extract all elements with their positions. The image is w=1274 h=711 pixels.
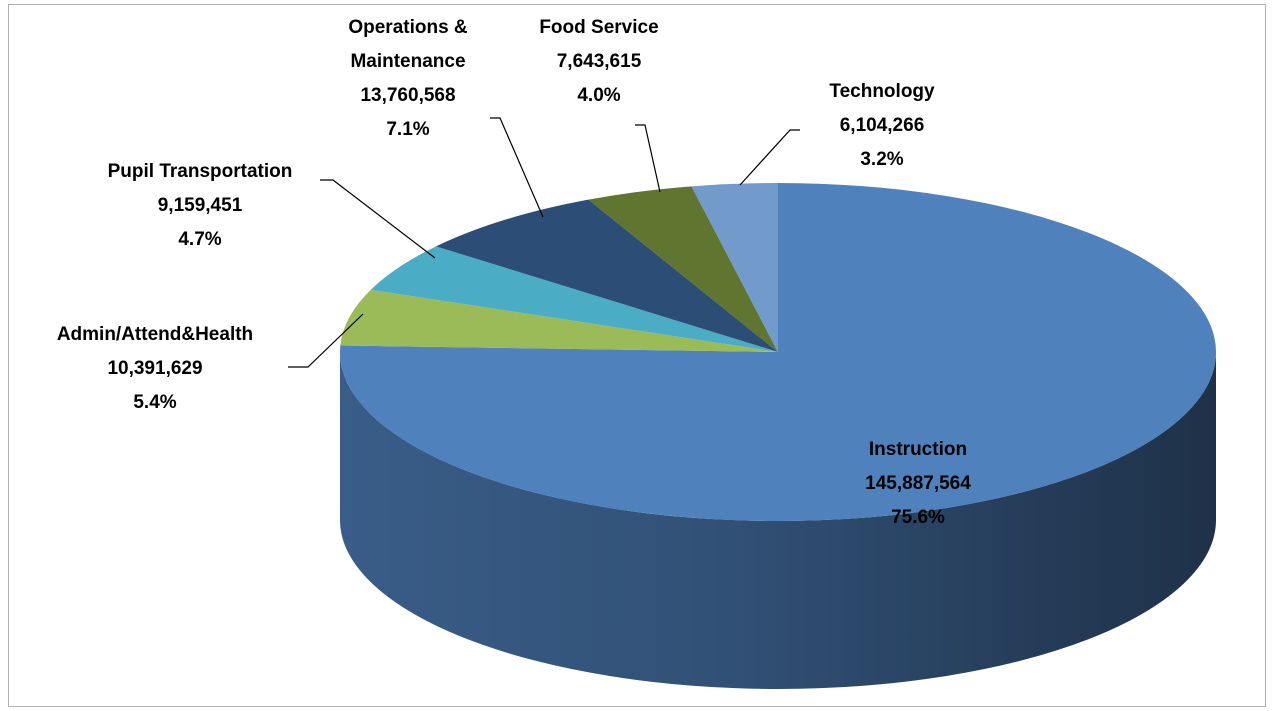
- value-label: 6,104,266: [840, 115, 925, 136]
- leader-line: [635, 124, 661, 193]
- pie-wall: [340, 352, 1216, 689]
- category-label: Operations & Maintenance: [348, 17, 468, 72]
- pie-slice: [691, 183, 778, 352]
- value-label: 9,159,451: [158, 195, 243, 216]
- category-label: Admin/Attend&Health: [57, 324, 253, 345]
- percent-label: 5.4%: [133, 392, 176, 413]
- value-label: 10,391,629: [107, 358, 202, 379]
- category-label: Food Service: [539, 17, 658, 38]
- percent-label: 3.2%: [860, 149, 903, 170]
- percent-label: 7.1%: [386, 119, 429, 140]
- pie-slice: [436, 199, 778, 352]
- category-label: Technology: [829, 81, 935, 102]
- pie-slice: [339, 183, 1216, 521]
- pie-slice: [340, 289, 778, 352]
- leader-line: [739, 129, 800, 186]
- value-label: 145,887,564: [865, 473, 971, 494]
- percent-label: 4.7%: [178, 229, 221, 250]
- leader-line: [288, 313, 364, 368]
- category-label: Pupil Transportation: [108, 161, 293, 182]
- leader-line: [320, 179, 436, 259]
- value-label: 7,643,615: [557, 51, 642, 72]
- category-label: Instruction: [869, 439, 967, 460]
- percent-label: 4.0%: [577, 85, 620, 106]
- percent-label: 75.6%: [891, 507, 945, 528]
- pie-slice: [370, 246, 778, 352]
- leader-line: [490, 117, 544, 218]
- value-label: 13,760,568: [360, 85, 455, 106]
- pie-slice: [588, 186, 778, 352]
